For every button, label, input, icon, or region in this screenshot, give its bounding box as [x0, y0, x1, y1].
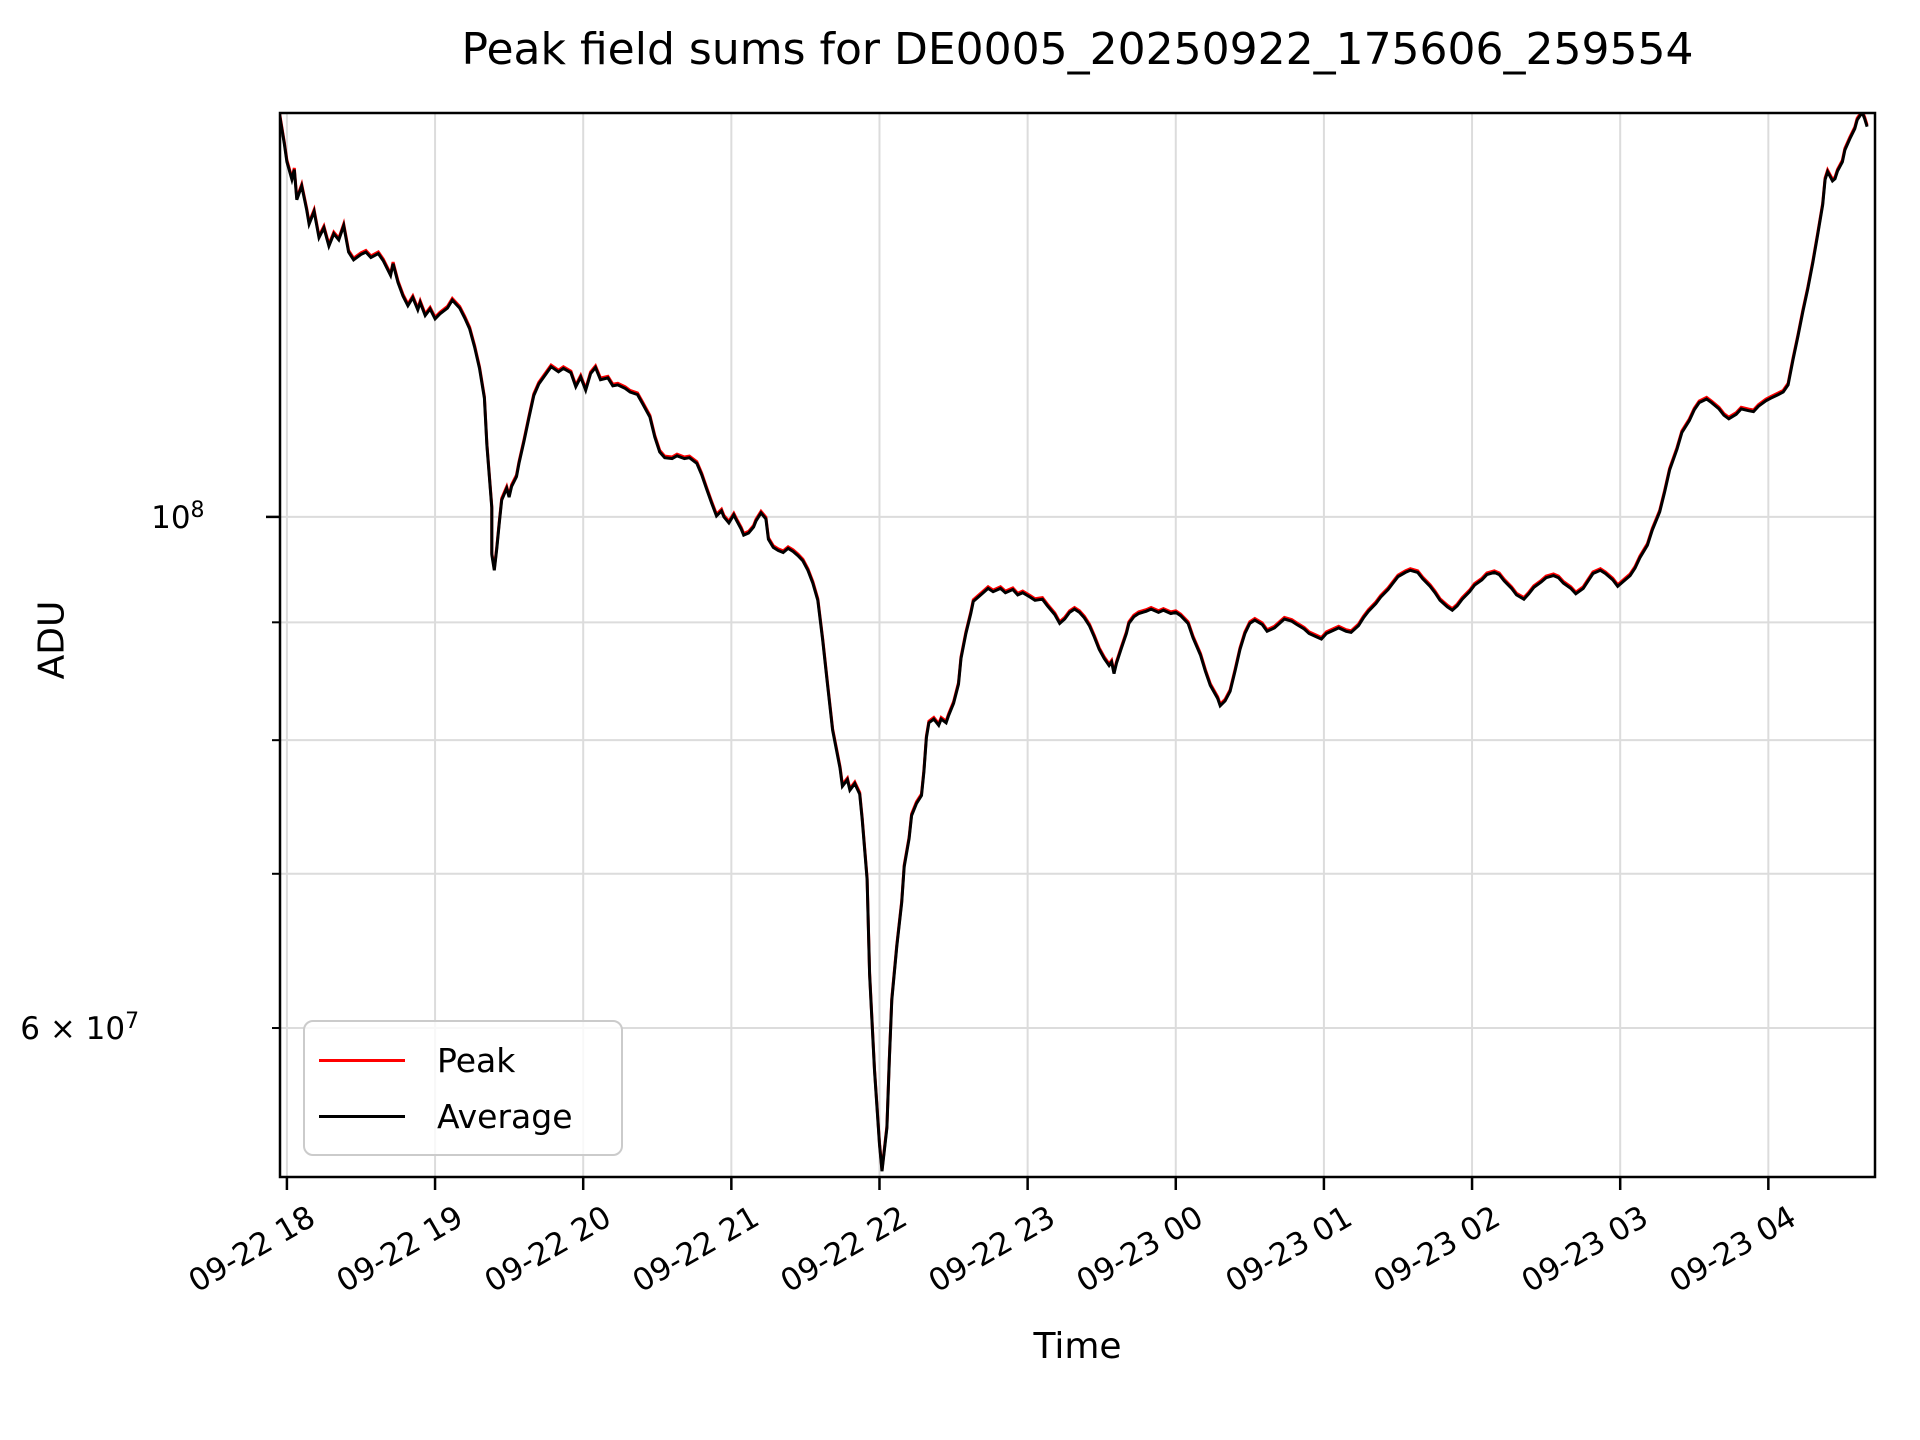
legend: Peak Average [303, 1020, 623, 1156]
peak-line-sample-icon [319, 1058, 405, 1062]
y-tick-label: 6 × 107 [20, 1008, 140, 1048]
legend-label-peak: Peak [437, 1040, 516, 1080]
chart-title: Peak field sums for DE0005_20250922_1756… [461, 24, 1694, 75]
x-axis-label: Time [1033, 1326, 1122, 1367]
y-axis-label: ADU [31, 600, 73, 680]
legend-entry-average: Average [319, 1100, 607, 1133]
legend-label-average: Average [437, 1096, 573, 1136]
average-line-sample-icon [319, 1114, 405, 1118]
axes-spines [278, 111, 1877, 1179]
y-tick-label: 108 [151, 497, 205, 537]
legend-entry-peak: Peak [319, 1044, 607, 1077]
peak-series-line [280, 113, 1869, 1170]
average-series-line [280, 113, 1869, 1172]
